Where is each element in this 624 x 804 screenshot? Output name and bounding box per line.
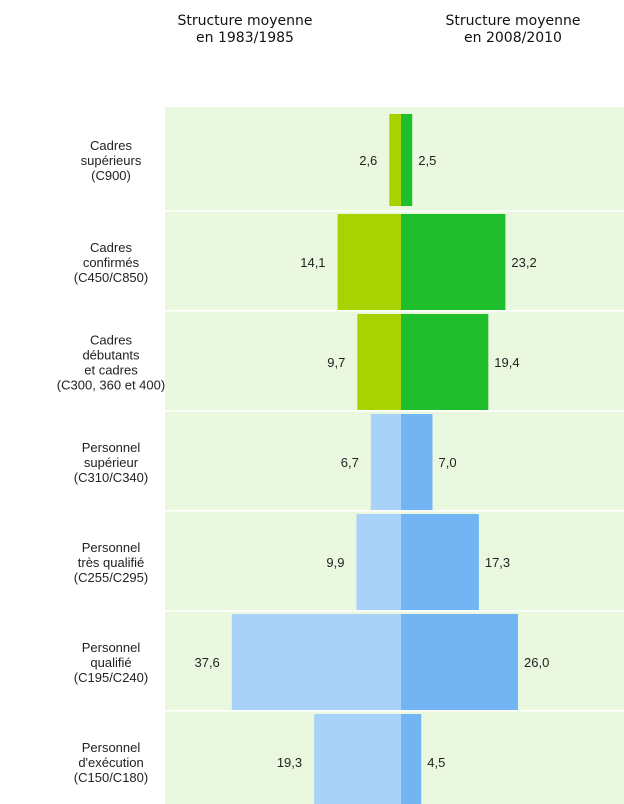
row-separator xyxy=(165,510,624,512)
header-left-line-1: Structure moyenne xyxy=(177,13,313,29)
bar-2008-2010 xyxy=(401,114,413,206)
category-label-line: supérieur xyxy=(84,455,139,470)
row-separator xyxy=(165,310,624,312)
bar-1983-1985 xyxy=(356,514,401,610)
value-label-1983-1985: 37,6 xyxy=(194,655,219,670)
category-label-line: confirmés xyxy=(83,255,140,270)
header-right-line-1: Structure moyenne xyxy=(445,13,581,29)
value-label-1983-1985: 19,3 xyxy=(277,755,302,770)
category-label: Cadres supérieurs (C900) xyxy=(81,138,142,183)
row-separator xyxy=(165,710,624,712)
value-label-2008-2010: 19,4 xyxy=(494,355,519,370)
bar-2008-2010 xyxy=(401,714,422,804)
bar-1983-1985 xyxy=(337,214,401,310)
value-label-2008-2010: 26,0 xyxy=(524,655,549,670)
value-label-1983-1985: 6,7 xyxy=(341,455,359,470)
bar-2008-2010 xyxy=(401,214,506,310)
category-label: Personnel très qualifié (C255/C295) xyxy=(74,540,148,585)
category-label-line: Personnel xyxy=(82,640,141,655)
row-separator xyxy=(165,410,624,412)
category-label-line: très qualifié xyxy=(78,555,144,570)
value-label-1983-1985: 2,6 xyxy=(359,153,377,168)
category-label: Personnel supérieur (C310/C340) xyxy=(74,440,148,485)
category-label-line: qualifié xyxy=(90,655,131,670)
category-label-line: (C300, 360 et 400) xyxy=(57,378,165,393)
bar-1983-1985 xyxy=(314,714,401,804)
category-label-line: (C150/C180) xyxy=(74,770,148,785)
header-left: Structure moyenne en 1983/1985 xyxy=(160,13,330,47)
row-separator xyxy=(165,610,624,612)
category-label-line: débutants xyxy=(82,348,140,363)
category-label: Personnel d'exécution (C150/C180) xyxy=(74,740,148,785)
category-label-line: (C900) xyxy=(91,168,131,183)
category-label-line: Cadres xyxy=(90,333,132,348)
value-label-2008-2010: 2,5 xyxy=(418,153,436,168)
category-label-line: (C255/C295) xyxy=(74,570,148,585)
bar-2008-2010 xyxy=(401,414,433,510)
category-label-line: supérieurs xyxy=(81,153,142,168)
value-label-2008-2010: 23,2 xyxy=(511,255,536,270)
category-label-line: Personnel xyxy=(82,540,141,555)
bar-2008-2010 xyxy=(401,514,479,610)
value-label-1983-1985: 14,1 xyxy=(300,255,325,270)
bar-2008-2010 xyxy=(401,614,518,710)
bars xyxy=(231,114,518,804)
header-right: Structure moyenne en 2008/2010 xyxy=(428,13,598,47)
bar-1983-1985 xyxy=(389,114,401,206)
category-label-line: (C195/C240) xyxy=(74,670,148,685)
category-label: Personnel qualifié (C195/C240) xyxy=(74,640,148,685)
value-label-2008-2010: 7,0 xyxy=(439,455,457,470)
bar-2008-2010 xyxy=(401,314,489,410)
header-right-line-2: en 2008/2010 xyxy=(464,30,562,46)
category-label: Cadres confirmés (C450/C850) xyxy=(74,240,148,285)
category-label-line: Personnel xyxy=(82,440,141,455)
bar-1983-1985 xyxy=(231,614,401,710)
category-label-line: Cadres xyxy=(90,240,132,255)
category-label-line: (C310/C340) xyxy=(74,470,148,485)
value-label-1983-1985: 9,9 xyxy=(326,555,344,570)
category-label-line: (C450/C850) xyxy=(74,270,148,285)
row-separator xyxy=(165,210,624,212)
value-label-2008-2010: 17,3 xyxy=(485,555,510,570)
value-label-1983-1985: 9,7 xyxy=(327,355,345,370)
bar-1983-1985 xyxy=(370,414,401,510)
category-label: Cadres débutants et cadres (C300, 360 et 40… xyxy=(57,333,165,393)
bar-1983-1985 xyxy=(357,314,401,410)
category-label-line: et cadres xyxy=(84,363,138,378)
category-label-line: d'exécution xyxy=(78,755,143,770)
header-left-line-2: en 1983/1985 xyxy=(196,30,294,46)
category-label-line: Cadres xyxy=(90,138,132,153)
value-label-2008-2010: 4,5 xyxy=(427,755,445,770)
category-label-line: Personnel xyxy=(82,740,141,755)
